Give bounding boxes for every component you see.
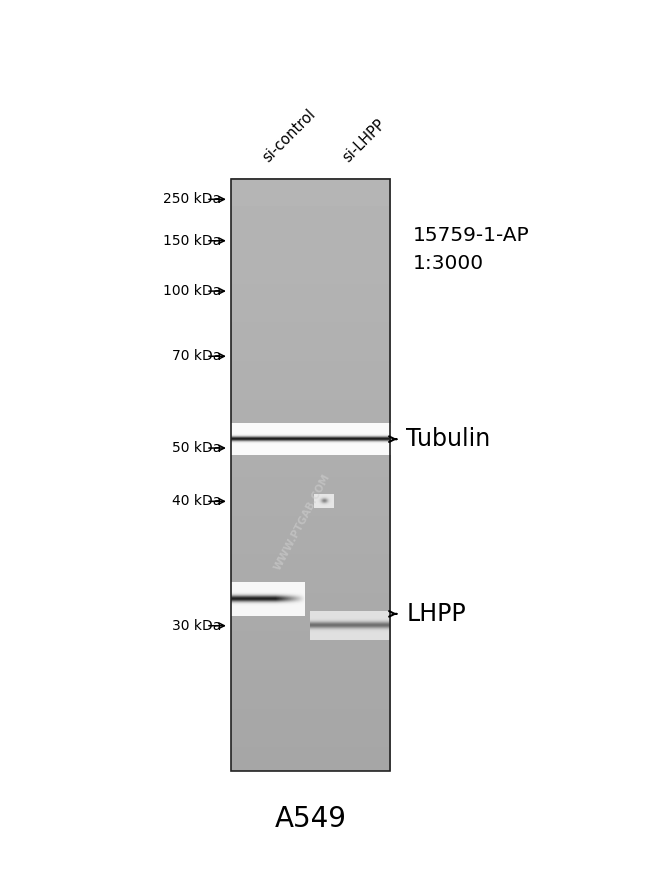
Text: si-control: si-control [260,107,318,165]
Text: WWW.PTGAB.COM: WWW.PTGAB.COM [273,472,332,572]
Text: LHPP: LHPP [406,602,466,626]
Text: 100 kDa: 100 kDa [162,284,221,298]
Text: 50 kDa: 50 kDa [172,441,221,455]
Bar [231,179,390,771]
Text: 40 kDa: 40 kDa [172,495,221,509]
Text: si-LHPP: si-LHPP [339,117,388,165]
Text: 70 kDa: 70 kDa [172,349,221,363]
Text: 15759-1-AP
1:3000: 15759-1-AP 1:3000 [413,226,530,273]
Text: 250 kDa: 250 kDa [163,192,221,206]
Text: Tubulin: Tubulin [406,427,491,451]
Text: A549: A549 [275,805,346,833]
Text: 150 kDa: 150 kDa [162,233,221,247]
Text: 30 kDa: 30 kDa [172,618,221,632]
